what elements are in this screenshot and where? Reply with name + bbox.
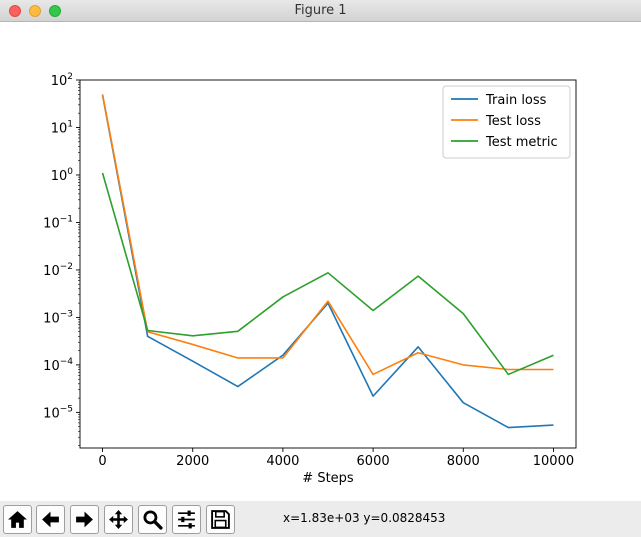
minimize-window-button[interactable] bbox=[29, 5, 41, 17]
x-tick-label: 10000 bbox=[533, 454, 574, 469]
y-tick-label: 10−1 bbox=[43, 214, 73, 231]
sliders-icon bbox=[178, 510, 195, 529]
back-button[interactable] bbox=[36, 505, 65, 534]
cursor-coordinates-readout: x=1.83e+03 y=0.0828453 bbox=[283, 511, 446, 525]
window-title: Figure 1 bbox=[294, 3, 347, 18]
y-tick-label: 10−5 bbox=[43, 404, 73, 421]
close-window-button[interactable] bbox=[9, 5, 21, 17]
y-tick-label: 10−4 bbox=[43, 357, 73, 374]
y-tick-label: 101 bbox=[51, 119, 73, 136]
axes-frame bbox=[79, 79, 577, 449]
x-tick-label: 0 bbox=[98, 454, 106, 469]
x-tick-label: 4000 bbox=[266, 454, 299, 469]
save-button[interactable] bbox=[206, 505, 235, 534]
forward-button[interactable] bbox=[70, 505, 99, 534]
y-tick-label: 10−2 bbox=[43, 262, 73, 279]
series-line-1 bbox=[101, 94, 554, 429]
navigation-toolbar: x=1.83e+03 y=0.0828453 bbox=[0, 501, 641, 537]
window-titlebar: Figure 1 bbox=[0, 0, 641, 22]
y-tick-label: 10−3 bbox=[43, 309, 73, 326]
zoom-window-button[interactable] bbox=[49, 5, 61, 17]
x-axis-label: # Steps bbox=[302, 471, 354, 486]
x-tick-label: 2000 bbox=[176, 454, 209, 469]
move-icon bbox=[109, 510, 128, 529]
configure-subplots-button[interactable] bbox=[172, 505, 201, 534]
y-tick-label: 100 bbox=[51, 167, 74, 184]
zoom-button[interactable] bbox=[138, 505, 167, 534]
x-tick-label: 8000 bbox=[447, 454, 480, 469]
magnifier-icon bbox=[143, 510, 163, 530]
series-line-2 bbox=[101, 94, 554, 376]
floppy-disk-icon bbox=[211, 510, 230, 529]
home-button[interactable] bbox=[3, 505, 32, 534]
series-line-3 bbox=[101, 172, 554, 376]
legend-label-1: Train loss bbox=[485, 93, 547, 108]
pan-button[interactable] bbox=[104, 505, 133, 534]
arrow-left-icon bbox=[42, 511, 59, 528]
line-chart: 0 2000 4000 6000 8000 10000 102 101 100 10−1 10−2 1… bbox=[43, 72, 577, 486]
arrow-right-icon bbox=[76, 511, 93, 528]
y-tick-label: 102 bbox=[51, 72, 73, 89]
figure-canvas[interactable]: 0 2000 4000 6000 8000 10000 102 101 100 10−1 10−2 1… bbox=[0, 22, 641, 501]
x-tick-label: 6000 bbox=[357, 454, 390, 469]
home-icon bbox=[8, 511, 27, 528]
legend-label-2: Test loss bbox=[485, 114, 541, 129]
legend-box bbox=[442, 85, 571, 159]
legend-label-3: Test metric bbox=[485, 135, 558, 150]
